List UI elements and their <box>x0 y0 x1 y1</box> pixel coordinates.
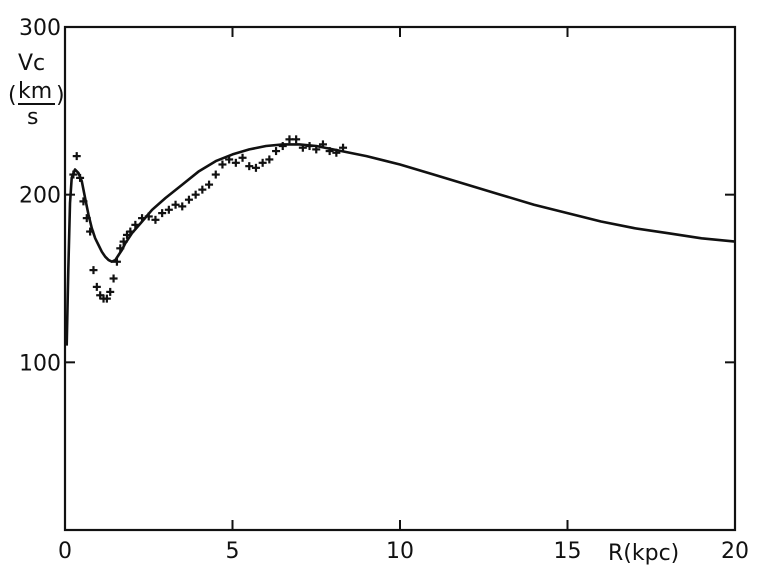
plot-frame <box>63 25 737 532</box>
observation-point <box>131 220 140 229</box>
observation-point <box>164 205 173 214</box>
y-axis-label-paren-close: ) <box>56 83 65 108</box>
observation-point <box>126 227 135 236</box>
y-tick-labels: 100 200 300 <box>19 16 61 376</box>
observation-point <box>112 257 121 266</box>
observation-point <box>119 237 128 246</box>
model-curve-line <box>65 143 736 346</box>
observation-point <box>325 147 334 156</box>
observation-point <box>69 170 78 179</box>
observation-point <box>191 190 200 199</box>
y-tick-label: 100 <box>19 351 61 376</box>
observation-point <box>318 140 327 149</box>
observation-point <box>285 135 294 144</box>
y-tick-label: 300 <box>19 16 61 41</box>
observation-point <box>106 287 115 296</box>
y-tick-label: 200 <box>19 184 61 209</box>
observation-point <box>72 152 81 161</box>
observation-point <box>144 212 153 221</box>
observation-point <box>184 195 193 204</box>
observation-point <box>82 214 91 223</box>
observation-point <box>79 197 88 206</box>
observation-point <box>171 200 180 209</box>
observation-point <box>102 294 111 303</box>
observation-point <box>116 244 125 253</box>
y-axis-label-units-num: km <box>18 79 52 104</box>
observation-point <box>278 142 287 151</box>
observation-point <box>265 155 274 164</box>
observation-point <box>205 180 214 189</box>
observation-point <box>198 185 207 194</box>
y-axis-label-symbol: Vc <box>18 51 45 76</box>
observation-point <box>158 209 167 218</box>
observation-point <box>76 173 85 182</box>
y-axis-label-units-den: s <box>27 105 38 130</box>
observation-point <box>92 282 101 291</box>
observation-point <box>298 143 307 152</box>
observation-point <box>292 135 301 144</box>
observation-point <box>251 163 260 172</box>
x-tick-label: 20 <box>721 539 749 564</box>
observation-point <box>258 158 267 167</box>
observation-point <box>89 266 98 275</box>
x-tick-label: 0 <box>58 539 72 564</box>
observation-point <box>109 274 118 283</box>
observation-point <box>211 170 220 179</box>
observation-point <box>231 158 240 167</box>
axis-ticks <box>64 26 736 530</box>
observation-point <box>218 160 227 169</box>
x-tick-label: 15 <box>554 539 582 564</box>
plot-area <box>65 135 736 346</box>
observation-point <box>238 153 247 162</box>
observation-point <box>305 142 314 151</box>
x-tick-labels: 0 5 10 15 20 <box>58 539 749 564</box>
observation-point <box>245 162 254 171</box>
x-tick-label: 10 <box>386 539 414 564</box>
x-axis-label: R(kpc) <box>608 541 679 566</box>
observation-point <box>339 143 348 152</box>
x-tick-label: 5 <box>226 539 240 564</box>
observation-point <box>151 215 160 224</box>
y-axis-label: Vc ( km s ) <box>8 51 65 130</box>
observation-point <box>332 148 341 157</box>
observation-point <box>178 202 187 211</box>
observation-point <box>272 147 281 156</box>
observation-point <box>138 214 147 223</box>
observation-point <box>312 145 321 154</box>
y-axis-label-paren-open: ( <box>8 83 17 108</box>
observation-point <box>86 227 95 236</box>
observation-point <box>225 155 234 164</box>
